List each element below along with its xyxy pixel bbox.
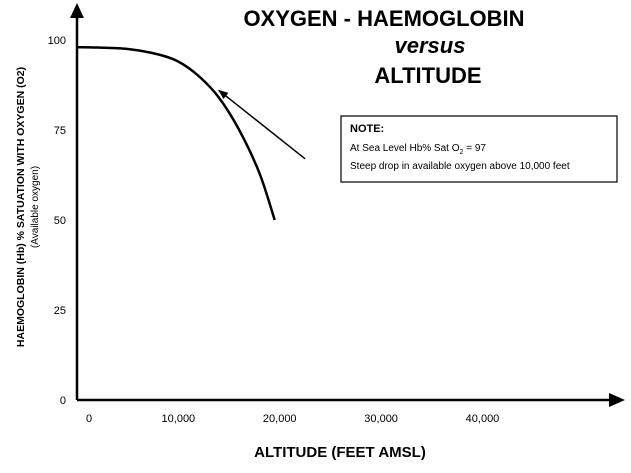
note-box	[340, 115, 618, 183]
y-axis-label-main: HAEMOGLOBIN (Hb) % SATUATION WITH OXYGEN…	[15, 67, 27, 347]
x-tick-label: 30,000	[364, 413, 398, 425]
x-tick-label: 20,000	[263, 413, 297, 425]
x-tick-label: 0	[86, 413, 92, 425]
annotation-arrow	[218, 89, 306, 160]
y-axis-arrow	[70, 3, 84, 18]
chart-title-line1: OXYGEN - HAEMOGLOBIN	[243, 6, 524, 31]
note-line1: At Sea Level Hb% Sat O2 = 97	[350, 143, 486, 156]
x-tick-label: 40,000	[466, 413, 500, 425]
note-heading: NOTE:	[350, 123, 384, 135]
x-axis-arrow	[609, 393, 625, 407]
y-ticks: 0 25 50 75 100	[48, 35, 66, 407]
chart-title-line3: ALTITUDE	[374, 63, 481, 88]
y-axis-label: HAEMOGLOBIN (Hb) % SATUATION WITH OXYGEN…	[15, 67, 27, 347]
y-tick-label: 75	[54, 125, 66, 137]
x-ticks: 0 10,000 20,000 30,000 40,000	[86, 413, 499, 425]
y-tick-label: 0	[60, 395, 66, 407]
x-axis-label: ALTITUDE (FEET AMSL)	[254, 444, 426, 461]
note-line1-prefix: At Sea Level Hb% Sat O	[350, 143, 460, 154]
note-line2: Steep drop in available oxygen above 10,…	[350, 161, 570, 172]
x-tick-label: 10,000	[162, 413, 196, 425]
y-axis-sublabel: (Available oxygen)	[30, 166, 41, 248]
y-tick-label: 25	[54, 305, 66, 317]
series-line	[76, 45, 276, 221]
y-tick-label: 50	[54, 215, 66, 227]
chart-title-line2: versus	[395, 33, 466, 58]
y-tick-label: 100	[48, 35, 66, 47]
note-line1-subscript: 2	[460, 149, 464, 156]
note-line1-suffix: = 97	[463, 143, 486, 154]
